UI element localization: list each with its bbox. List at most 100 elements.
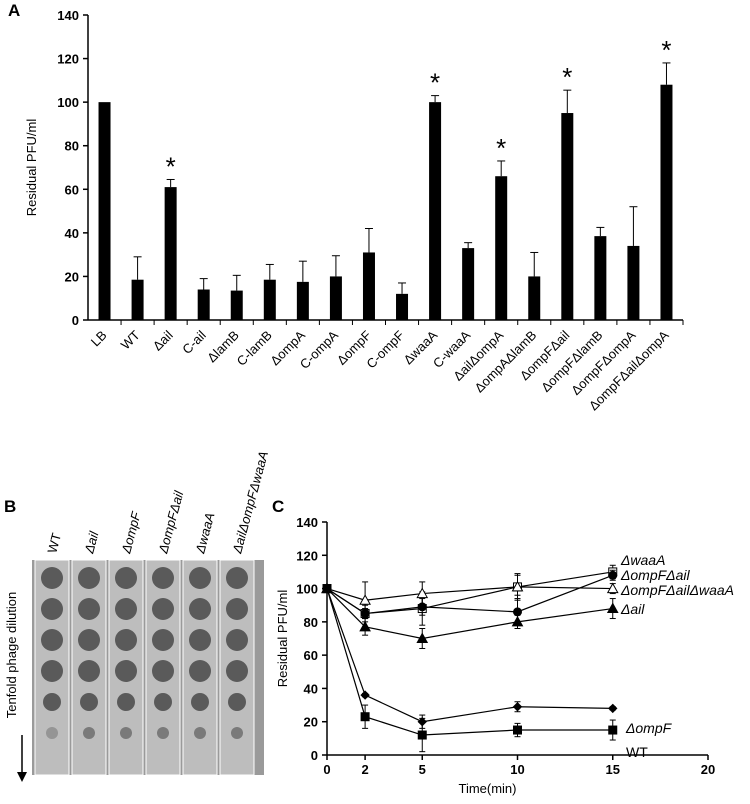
bar [528, 276, 541, 320]
x-axis-title: Time(min) [458, 781, 516, 796]
y-axis-title: Tenfold phage dilution [4, 592, 19, 719]
y-tick-label: 20 [304, 715, 318, 730]
series-line [326, 588, 613, 723]
y-tick-label: 140 [296, 515, 318, 530]
plaque-spot [117, 693, 135, 711]
plaque-spot [194, 727, 206, 739]
bar [263, 279, 276, 320]
series-label: WT [626, 744, 648, 760]
significance: * [496, 133, 506, 163]
plaque-spot [78, 567, 100, 589]
marker [513, 607, 522, 617]
series-line [326, 571, 613, 615]
plaque-spot [152, 567, 174, 589]
marker [608, 725, 618, 735]
y-tick-label: 0 [72, 313, 79, 328]
plaque-spot [189, 660, 211, 682]
y-tick-label: 60 [304, 648, 318, 663]
marker [359, 620, 371, 632]
plaque-spot [41, 567, 63, 589]
strain-label: ΔompFΔail [155, 488, 187, 555]
plaque-spot [191, 693, 209, 711]
significance: * [166, 151, 176, 181]
plaque-spot [115, 567, 137, 589]
plaque-spot [115, 660, 137, 682]
strain-label: Δail [81, 529, 102, 556]
bar [329, 276, 342, 320]
plaque-spot [189, 567, 211, 589]
x-tick-label: C-lamB [234, 328, 275, 369]
plaque-spot [43, 693, 61, 711]
panel-label: A [8, 1, 20, 20]
marker [360, 712, 370, 722]
plaque-spot [226, 598, 248, 620]
plaque-spot [226, 567, 248, 589]
series-line [326, 574, 613, 615]
x-tick-label: 2 [361, 762, 368, 777]
series-line [326, 588, 613, 736]
x-tick-label: Δail [150, 327, 176, 353]
x-tick-label: C-ail [179, 327, 209, 357]
bar [197, 289, 210, 320]
strain-label: ΔompF [118, 509, 144, 555]
bar [594, 236, 607, 320]
x-tick-label: 10 [510, 762, 524, 777]
plaque-spot [189, 629, 211, 651]
plaque-spot [80, 693, 98, 711]
marker [360, 690, 370, 700]
plaque-spot [78, 629, 100, 651]
marker [608, 703, 618, 714]
y-tick-label: 120 [296, 548, 318, 563]
marker [511, 580, 524, 592]
plaque-spot [41, 598, 63, 620]
strain-label: WT [44, 531, 64, 554]
plaque-spot [115, 598, 137, 620]
marker [513, 725, 522, 735]
plaque-spot [228, 693, 246, 711]
bar [561, 113, 574, 321]
y-tick-label: 20 [65, 269, 79, 284]
marker [322, 584, 332, 594]
y-tick-label: 120 [57, 52, 79, 67]
bar [462, 248, 475, 320]
plaque-spot [189, 598, 211, 620]
bar [362, 252, 375, 320]
plaque-spot [152, 629, 174, 651]
bar [131, 279, 144, 320]
y-axis-title: Residual PFU/ml [275, 590, 290, 688]
plaque-spot [46, 727, 58, 739]
series-label: Δail [620, 601, 645, 617]
y-tick-label: 100 [296, 582, 318, 597]
plaque-spot [152, 598, 174, 620]
plaque-spot [78, 598, 100, 620]
plaque-spot [231, 727, 243, 739]
marker [606, 602, 619, 614]
significance: * [430, 68, 440, 98]
y-tick-label: 140 [57, 8, 79, 23]
plaque-spot [154, 693, 172, 711]
plaque-spot [226, 660, 248, 682]
bar [660, 84, 673, 320]
bar [230, 290, 243, 320]
bar [495, 176, 508, 320]
panel-label: B [4, 497, 16, 516]
marker [512, 702, 523, 712]
significance: * [661, 35, 671, 65]
plaque-spot [41, 629, 63, 651]
bar [627, 245, 640, 320]
marker [511, 615, 524, 627]
y-tick-label: 40 [304, 681, 318, 696]
series-label: ΔompF [625, 720, 673, 736]
x-tick-label: 20 [701, 762, 715, 777]
x-tick-label: 5 [419, 762, 426, 777]
strain-label: ΔwaaA [192, 511, 217, 556]
plaque-spot [83, 727, 95, 739]
bar [296, 281, 309, 320]
y-tick-label: 100 [57, 95, 79, 110]
y-tick-label: 60 [65, 182, 79, 197]
y-axis-title: Residual PFU/ml [24, 119, 39, 217]
marker [416, 587, 429, 599]
y-tick-label: 40 [65, 226, 79, 241]
